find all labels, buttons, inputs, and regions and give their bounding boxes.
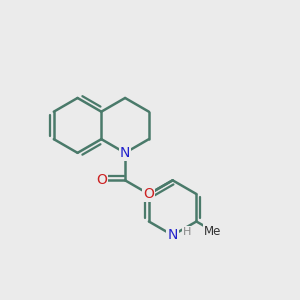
Text: H: H [183,227,191,237]
Text: N: N [167,228,178,242]
Text: Me: Me [204,225,222,238]
Text: O: O [96,173,107,187]
Text: O: O [143,187,154,201]
Text: N: N [120,146,130,160]
